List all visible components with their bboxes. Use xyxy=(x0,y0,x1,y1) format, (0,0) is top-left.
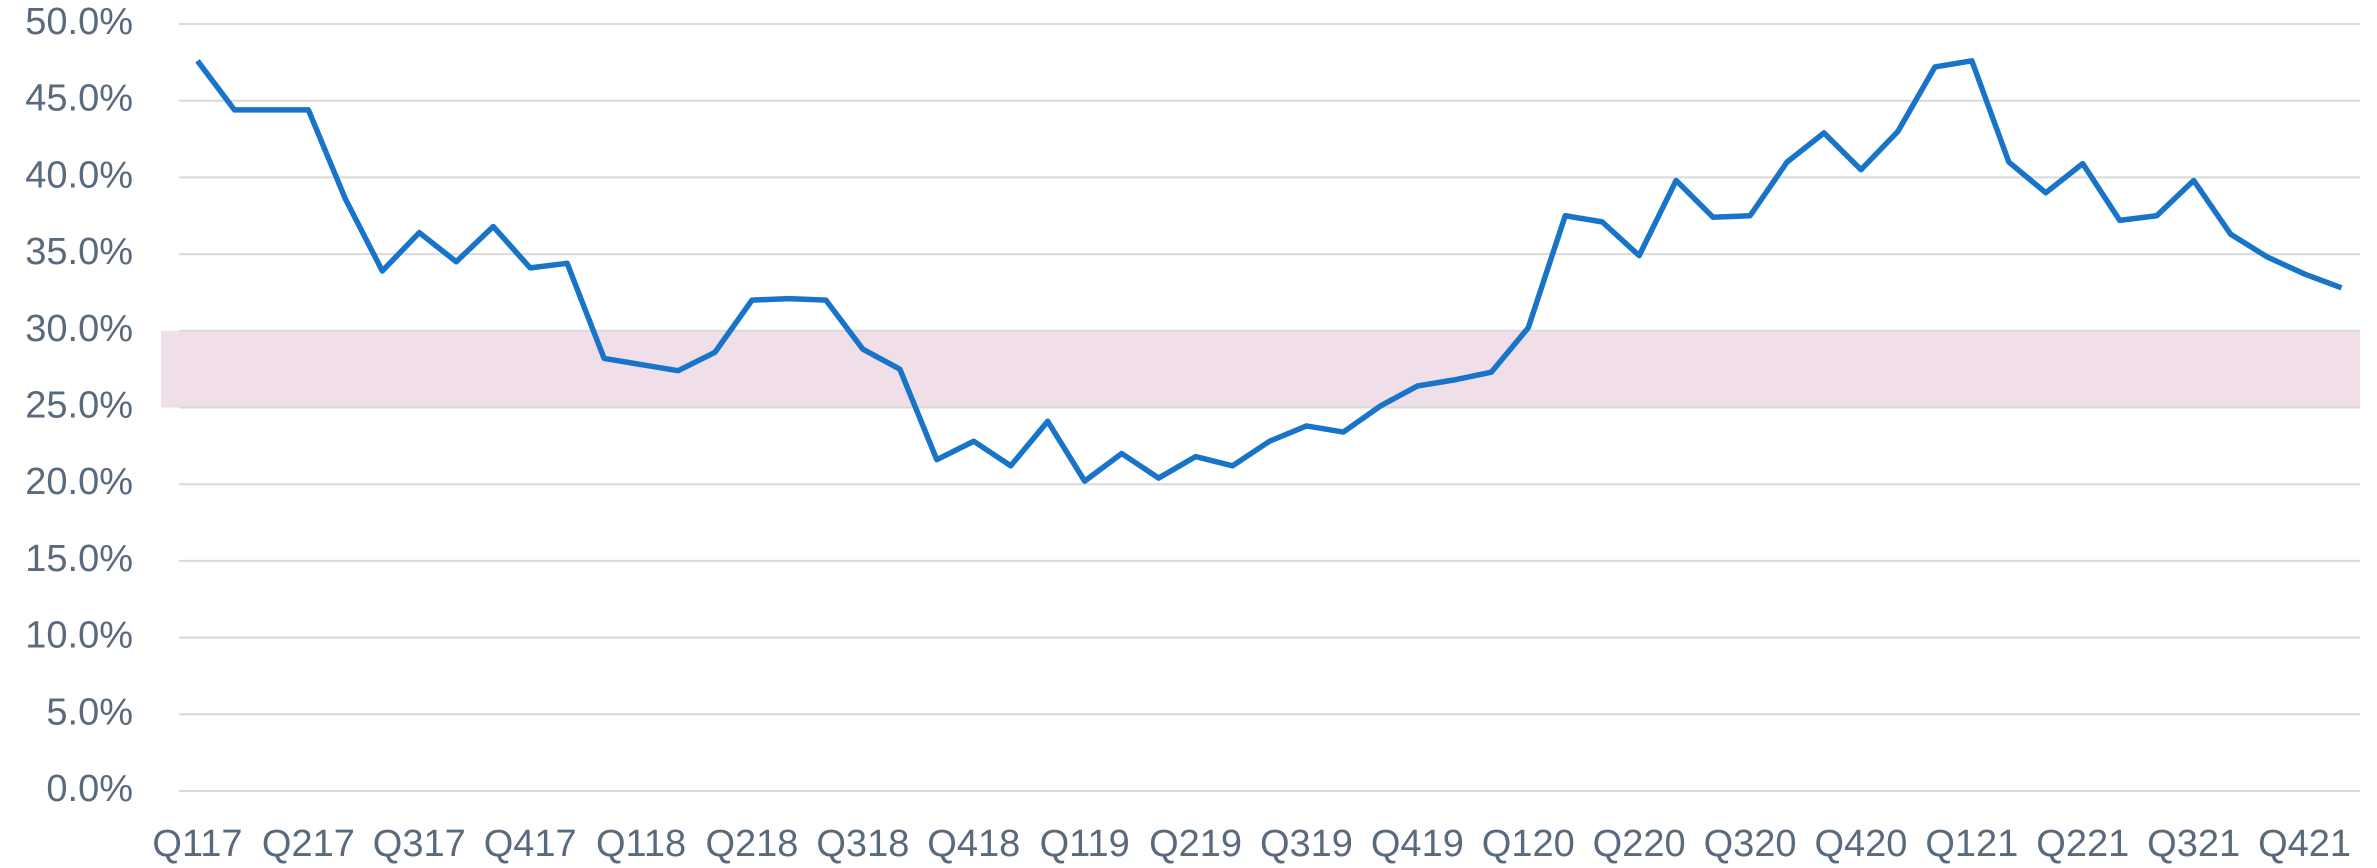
y-tick-label: 40.0% xyxy=(25,154,133,196)
x-tick-label: Q121 xyxy=(1925,823,2018,865)
x-tick-label: Q418 xyxy=(927,823,1020,865)
x-tick-label: Q220 xyxy=(1593,823,1686,865)
x-tick-label: Q217 xyxy=(262,823,355,865)
y-tick-label: 20.0% xyxy=(25,461,133,503)
x-tick-label: Q420 xyxy=(1814,823,1907,865)
y-tick-label: 50.0% xyxy=(25,1,133,43)
x-tick-label: Q218 xyxy=(705,823,798,865)
target-band xyxy=(161,330,2360,408)
y-tick-label: 10.0% xyxy=(25,615,133,657)
x-tick-label: Q417 xyxy=(484,823,577,865)
y-tick-label: 5.0% xyxy=(46,691,133,733)
x-tick-label: Q321 xyxy=(2147,823,2240,865)
x-tick-label: Q419 xyxy=(1371,823,1464,865)
y-tick-label: 35.0% xyxy=(25,231,133,273)
y-tick-label: 0.0% xyxy=(46,768,133,810)
data-line xyxy=(195,58,2343,484)
y-tick-label: 25.0% xyxy=(25,385,133,427)
x-tick-label: Q117 xyxy=(152,823,242,865)
y-tick-label: 15.0% xyxy=(25,538,133,580)
x-tick-label: Q319 xyxy=(1260,823,1353,865)
x-tick-label: Q219 xyxy=(1149,823,1242,865)
x-tick-label: Q317 xyxy=(373,823,466,865)
x-tick-label: Q320 xyxy=(1704,823,1797,865)
x-tick-label: Q120 xyxy=(1482,823,1575,865)
x-tick-label: Q221 xyxy=(2036,823,2129,865)
x-tick-label: Q118 xyxy=(596,823,686,865)
x-tick-label: Q318 xyxy=(816,823,909,865)
x-tick-label: Q119 xyxy=(1040,823,1130,865)
y-tick-label: 45.0% xyxy=(25,78,133,120)
x-tick-label: Q421 xyxy=(2258,823,2351,865)
y-tick-label: 30.0% xyxy=(25,308,133,350)
